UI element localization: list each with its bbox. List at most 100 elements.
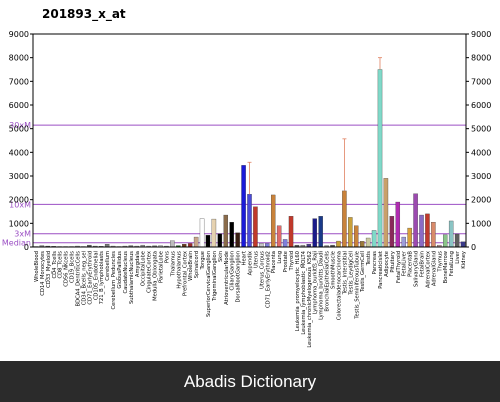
reference-label: 3xM bbox=[14, 230, 31, 239]
x-tick-label: Pancreas bbox=[372, 251, 378, 275]
bar bbox=[199, 218, 205, 248]
x-tick-label: Uterus_Corpus bbox=[259, 251, 265, 289]
x-tick-label: BoneMarrow bbox=[443, 250, 449, 283]
x-tick-label: BronchialEpithelialCells bbox=[325, 251, 331, 312]
y-tick-label-left: 4000 bbox=[9, 148, 29, 157]
x-tick-label: Thyroid bbox=[289, 251, 295, 271]
bar bbox=[365, 237, 371, 248]
x-tick-label: CD19_Bcells bbox=[70, 251, 76, 283]
x-tick-label: Testis_GermCell bbox=[360, 251, 366, 293]
x-tick-label: AtrioventricularNode bbox=[224, 251, 230, 305]
bar bbox=[425, 213, 430, 248]
x-tick-label: FetalThyroid bbox=[396, 251, 402, 283]
x-tick-label: Colorectaladenocarcinoma bbox=[336, 251, 342, 320]
y-tick-label-right: 6000 bbox=[471, 101, 491, 110]
bar bbox=[413, 193, 418, 248]
bar bbox=[253, 206, 258, 248]
x-tick-label: Amygdala bbox=[135, 251, 141, 277]
bar bbox=[217, 233, 223, 248]
x-tick-label: Testis_SeminiferousTubule bbox=[354, 251, 360, 320]
x-tick-label: GlobusPallidus bbox=[117, 251, 123, 289]
bar bbox=[371, 230, 377, 248]
bar bbox=[377, 69, 383, 248]
x-tick-label: Leukemia_chronicMyelogenous_K562 bbox=[307, 251, 313, 348]
bar bbox=[359, 241, 365, 248]
chart-title: 201893_x_at bbox=[42, 7, 126, 22]
y-tick-label-right: 7000 bbox=[471, 77, 491, 86]
x-tick-label: Liver bbox=[455, 250, 461, 264]
bar bbox=[170, 240, 175, 248]
y-tick-label-right: 8000 bbox=[471, 54, 491, 63]
y-tick-label-right: 5000 bbox=[471, 125, 491, 134]
y-tick-label-left: 3000 bbox=[9, 172, 29, 181]
y-tick-label-right: 3000 bbox=[471, 172, 491, 181]
x-tick-label: Lymphoma_burkitts_Raji bbox=[313, 251, 319, 314]
y-tick-label-left: 7000 bbox=[9, 77, 29, 86]
x-tick-label: Pons bbox=[164, 251, 170, 263]
y-tick-label-right: 4000 bbox=[471, 148, 491, 157]
x-tick-label: SuperiorCervicalGanglion bbox=[206, 251, 212, 317]
x-tick-label: Medulla_Oblongata bbox=[153, 251, 159, 301]
x-tick-label: DorsalRootGanglion bbox=[236, 251, 242, 303]
bar bbox=[448, 220, 454, 248]
bar bbox=[454, 233, 460, 248]
bar bbox=[223, 214, 229, 248]
x-tick-label: OccipitalLobe bbox=[141, 251, 147, 286]
x-tick-label: CD34_Bcells_neg_sel bbox=[81, 251, 87, 305]
y-tick-label-right: 1000 bbox=[471, 219, 491, 228]
x-tick-label: FetalLiver bbox=[402, 250, 408, 276]
x-tick-label: FetalBrain bbox=[420, 251, 426, 277]
x-tick-label: AdrenalCortex bbox=[425, 251, 431, 288]
bar bbox=[265, 243, 270, 248]
bar bbox=[389, 216, 395, 248]
x-tick-label: Cerebellum bbox=[105, 251, 111, 281]
x-tick-label: SalivaryGland bbox=[414, 251, 420, 287]
x-tick-label: BDCA4_DentriticCells bbox=[75, 251, 81, 307]
bar bbox=[460, 241, 466, 248]
x-tick-label: Leukemia_promyelocytic_HL60 bbox=[295, 251, 301, 331]
reference-label: Median bbox=[2, 239, 31, 248]
x-tick-label: TrigeminalGanglion bbox=[212, 251, 218, 302]
bar bbox=[318, 216, 323, 248]
x-tick-label: Uterus bbox=[253, 251, 259, 268]
x-tick-label: PlacentaB bbox=[408, 251, 414, 277]
x-tick-label: CaudateNucleus bbox=[123, 251, 129, 294]
y-tick-label-left: 0 bbox=[24, 243, 29, 252]
x-tick-label: Testis_Interstitial bbox=[342, 251, 348, 295]
plot-frame bbox=[32, 33, 467, 248]
footer-watermark: Abadis Dictionary bbox=[0, 361, 500, 402]
x-tick-label: Lung bbox=[277, 251, 283, 264]
y-tick-label-right: 0 bbox=[471, 243, 476, 252]
x-tick-label: CD33_Myeloid bbox=[46, 251, 52, 288]
reference-label: 30xM bbox=[9, 121, 31, 130]
y-tick-label-left: 1000 bbox=[9, 219, 29, 228]
bar bbox=[401, 236, 406, 248]
x-tick-label: Cerebellum_Peduncles bbox=[111, 251, 117, 310]
x-tick-label: Testis_LeydigCell bbox=[348, 251, 354, 296]
x-tick-label: CingulateCortex bbox=[147, 251, 153, 293]
bar bbox=[407, 227, 412, 248]
x-tick-label: SubthalamicNucleus bbox=[129, 251, 135, 304]
bar bbox=[205, 235, 211, 248]
x-tick-label: Placenta bbox=[271, 251, 277, 273]
bar bbox=[383, 178, 389, 248]
x-tick-label: Skin bbox=[218, 251, 224, 262]
bar bbox=[229, 221, 234, 248]
x-tick-label: Heart bbox=[242, 251, 248, 265]
x-tick-label: ParietalLobe bbox=[159, 251, 165, 283]
x-tick-label: Leukemia_lymphoblastic_MOLT4 bbox=[301, 250, 307, 334]
bar bbox=[187, 243, 193, 248]
bar bbox=[443, 234, 448, 248]
x-tick-label: Pancreaticlslet bbox=[378, 251, 384, 289]
x-tick-label: FetalLung bbox=[449, 251, 455, 276]
x-tick-label: Prostate bbox=[283, 251, 289, 272]
x-tick-label: Testis bbox=[366, 251, 372, 267]
x-tick-label: Tongue bbox=[200, 251, 206, 271]
y-tick-label-right: 2000 bbox=[471, 196, 491, 205]
x-tick-label: CD4_Tcells bbox=[52, 251, 58, 279]
bar bbox=[336, 240, 341, 248]
bar bbox=[247, 194, 252, 248]
bar bbox=[354, 225, 359, 248]
x-tick-label: Hypothalamus bbox=[176, 251, 182, 289]
